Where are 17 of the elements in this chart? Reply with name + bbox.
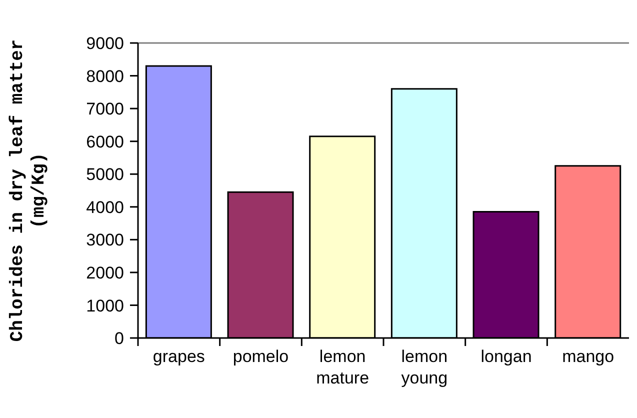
y-tick-label: 3000 — [86, 230, 124, 250]
y-tick-label: 1000 — [86, 296, 124, 316]
y-tick-label: 8000 — [86, 66, 124, 86]
y-tick-label: 5000 — [86, 165, 124, 184]
x-tick-label: pomelo — [232, 347, 289, 366]
y-tick-label: 2000 — [86, 263, 124, 282]
x-tick-label: lemon mature — [316, 347, 370, 388]
y-tick-label: 0 — [114, 329, 124, 348]
y-tick-label: 9000 — [86, 34, 124, 54]
y-tick-label: 6000 — [86, 132, 124, 152]
x-tick-label: lemon young — [401, 347, 448, 388]
y-axis-title: Chlorides in dry leaf matter (mg/Kg) — [8, 39, 50, 342]
x-tick-label: grapes — [152, 347, 205, 366]
y-tick-label: 7000 — [86, 100, 124, 119]
x-tick-label: longan — [480, 347, 532, 366]
x-tick-label: mango — [562, 347, 614, 366]
y-tick-label: 4000 — [86, 198, 124, 217]
